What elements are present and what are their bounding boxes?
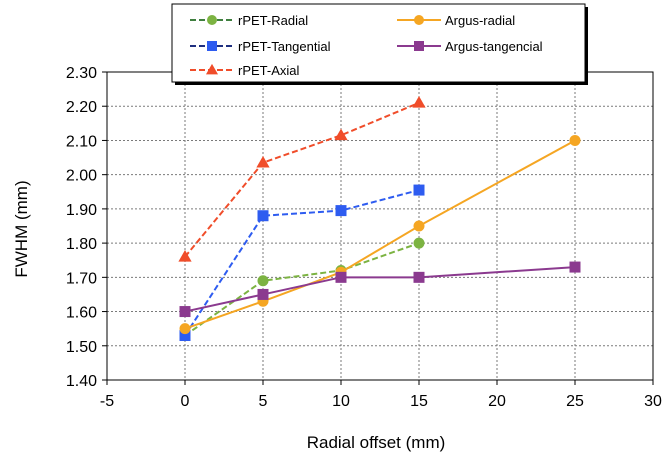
y-tick-label: 2.00	[66, 168, 97, 185]
data-point-argus-radial	[179, 323, 191, 335]
data-point-argus-tangencial	[179, 306, 191, 318]
y-tick-label: 2.30	[66, 65, 97, 82]
x-tick-label: 5	[259, 393, 268, 410]
x-tick-label: 15	[410, 393, 428, 410]
legend-marker	[207, 15, 217, 25]
x-tick-label: 0	[181, 393, 190, 410]
data-point-argus-radial	[569, 134, 581, 146]
series-line-argus-tangencial	[184, 266, 576, 313]
data-point-rpet-radial	[257, 275, 269, 287]
x-tick-label: -5	[100, 393, 114, 410]
y-tick-label: 2.10	[66, 133, 97, 150]
series-line-argus-radial	[184, 139, 576, 330]
data-point-rpet-axial	[178, 250, 192, 262]
y-tick-label: 1.60	[66, 305, 97, 322]
y-axis-title: FWHM (mm)	[12, 180, 31, 277]
data-point-rpet-axial	[412, 96, 426, 108]
series-line-rpet-tangential	[184, 189, 420, 337]
data-point-rpet-axial	[334, 128, 348, 141]
legend-label: rPET-Axial	[238, 63, 300, 78]
y-tick-label: 2.20	[66, 99, 97, 116]
legend-marker	[205, 63, 219, 75]
legend-marker	[414, 15, 424, 25]
x-tick-label: 10	[332, 393, 350, 410]
series-line-rpet-radial	[184, 242, 420, 337]
legend-marker	[414, 41, 424, 51]
x-tick-label: 30	[644, 393, 662, 410]
y-tick-label: 1.40	[66, 373, 97, 390]
data-point-rpet-tangential	[335, 205, 347, 217]
data-point-argus-tangencial	[335, 271, 347, 283]
data-point-rpet-axial	[256, 155, 270, 168]
y-tick-label: 1.70	[66, 270, 97, 287]
data-point-argus-tangencial	[569, 261, 581, 273]
legend-box	[171, 3, 586, 83]
x-axis-title: Radial offset (mm)	[307, 433, 446, 452]
data-point-argus-radial	[413, 220, 425, 232]
legend-marker	[207, 41, 217, 51]
data-point-rpet-radial	[413, 237, 425, 249]
y-tick-label: 1.90	[66, 202, 97, 219]
y-tick-label: 1.50	[66, 339, 97, 356]
legend-label: Argus-radial	[445, 13, 515, 28]
data-point-rpet-tangential	[257, 210, 269, 222]
x-tick-label: 25	[566, 393, 584, 410]
data-point-argus-tangencial	[257, 288, 269, 300]
legend-label: rPET-Tangential	[238, 39, 331, 54]
y-tick-label: 1.80	[66, 236, 97, 253]
series-line-rpet-axial	[184, 101, 420, 258]
data-point-rpet-tangential	[413, 184, 425, 196]
legend-label: rPET-Radial	[238, 13, 308, 28]
data-point-argus-tangencial	[413, 271, 425, 283]
legend-label: Argus-tangencial	[445, 39, 543, 54]
x-tick-label: 20	[488, 393, 506, 410]
